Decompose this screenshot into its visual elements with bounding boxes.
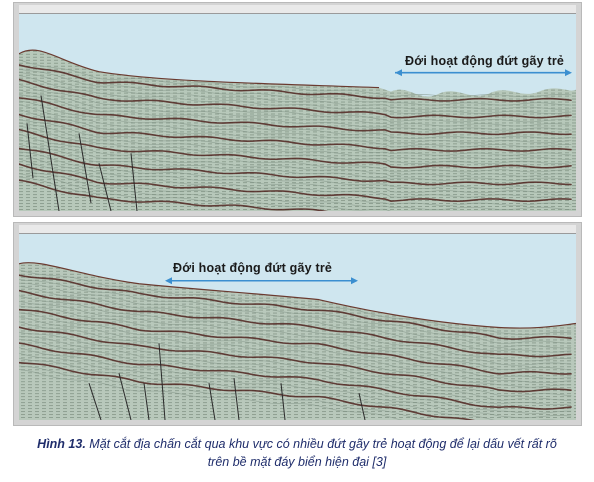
caption-line-2: trên bề mặt đáy biển hiện đại [3] xyxy=(207,455,387,469)
shotpoint-scale-bottom xyxy=(19,225,576,234)
reflector-line xyxy=(19,104,572,144)
reflector-line xyxy=(19,97,572,136)
reflector-line xyxy=(19,89,572,127)
figure-label: Hình 13. xyxy=(37,437,86,451)
reflector-line xyxy=(19,64,572,102)
reflector-line xyxy=(19,108,572,148)
reflector-line xyxy=(19,365,440,420)
reflector-line xyxy=(19,316,572,384)
reflector-line xyxy=(19,331,572,397)
seismic-section-top: Đới hoạt động đứt gãy trẻ xyxy=(13,2,582,217)
reflector-line xyxy=(19,342,572,410)
fault-line xyxy=(40,95,60,211)
reflector-line xyxy=(19,176,391,211)
reflector-line xyxy=(19,139,572,177)
reflector-line xyxy=(19,358,559,420)
reflector-line xyxy=(19,133,572,173)
reflector-line xyxy=(19,154,572,194)
fault-line xyxy=(130,153,138,211)
reflector-line xyxy=(19,179,329,211)
reflector-line xyxy=(19,119,572,156)
seismic-image-top xyxy=(19,49,576,211)
reflector-line xyxy=(19,151,572,190)
reflector-line xyxy=(19,84,572,123)
reflector-line xyxy=(19,335,572,401)
reflector-line xyxy=(19,128,572,169)
fault-line xyxy=(118,373,132,420)
reflector-line xyxy=(19,289,572,358)
reflector-line xyxy=(19,282,572,349)
reflector-line xyxy=(19,305,572,371)
reflector-line xyxy=(19,339,572,406)
fault-line xyxy=(358,393,366,420)
reflector-line xyxy=(19,163,572,203)
reflector-line xyxy=(19,308,572,375)
fault-line xyxy=(280,383,286,420)
reflector-line xyxy=(19,59,572,98)
reflector-line xyxy=(19,168,572,206)
figure-caption-line2: trên bề mặt đáy biển hiện đại [3] xyxy=(0,454,594,471)
reflector-line xyxy=(19,75,572,114)
reflector-line xyxy=(19,125,572,164)
reflector-line xyxy=(19,295,572,362)
seismic-profile-bottom: Đới hoạt động đứt gãy trẻ xyxy=(19,234,576,420)
reflector-line xyxy=(19,113,572,152)
fault-line xyxy=(158,343,166,420)
seismic-image-bottom xyxy=(19,262,576,420)
reflector-line xyxy=(19,347,572,414)
fault-line xyxy=(98,163,112,211)
reflector-line xyxy=(19,352,572,419)
reflector-line xyxy=(19,68,572,106)
seismic-profile-top: Đới hoạt động đứt gãy trẻ xyxy=(19,14,576,211)
reflector-line xyxy=(19,78,572,119)
reflector-line xyxy=(19,321,572,388)
reflector-line xyxy=(19,300,572,366)
reflector-line xyxy=(19,72,572,110)
fault-line xyxy=(88,383,102,420)
reflector-line xyxy=(19,312,572,379)
reflector-line xyxy=(19,326,572,393)
fault-line xyxy=(78,133,92,204)
seismic-section-bottom: Đới hoạt động đứt gãy trẻ xyxy=(13,222,582,426)
reflector-line xyxy=(19,100,572,139)
caption-line-1: Mặt cắt địa chấn cắt qua khu vực có nhiề… xyxy=(89,437,557,451)
reflector-line xyxy=(19,173,572,210)
reflector-line xyxy=(19,144,572,181)
reflector-line xyxy=(19,147,572,186)
fault-line xyxy=(26,123,34,179)
figure-caption: Hình 13. Mặt cắt địa chấn cắt qua khu vự… xyxy=(0,436,594,453)
reflector-line xyxy=(19,274,572,340)
reflector-line xyxy=(19,369,404,420)
fault-line xyxy=(208,383,216,420)
reflector-line xyxy=(19,94,572,131)
fault-zone-label-top: Đới hoạt động đứt gãy trẻ xyxy=(405,54,565,68)
reflector-line xyxy=(19,361,476,420)
fault-line xyxy=(233,378,240,420)
reflector-line xyxy=(19,122,572,160)
reflector-line xyxy=(19,279,572,344)
shotpoint-scale-top xyxy=(19,5,576,14)
reflector-line xyxy=(19,158,572,198)
fault-line xyxy=(143,383,150,420)
fault-zone-label-bottom: Đới hoạt động đứt gãy trẻ xyxy=(173,261,333,275)
reflector-line xyxy=(19,286,572,353)
reflector-line xyxy=(19,269,572,336)
